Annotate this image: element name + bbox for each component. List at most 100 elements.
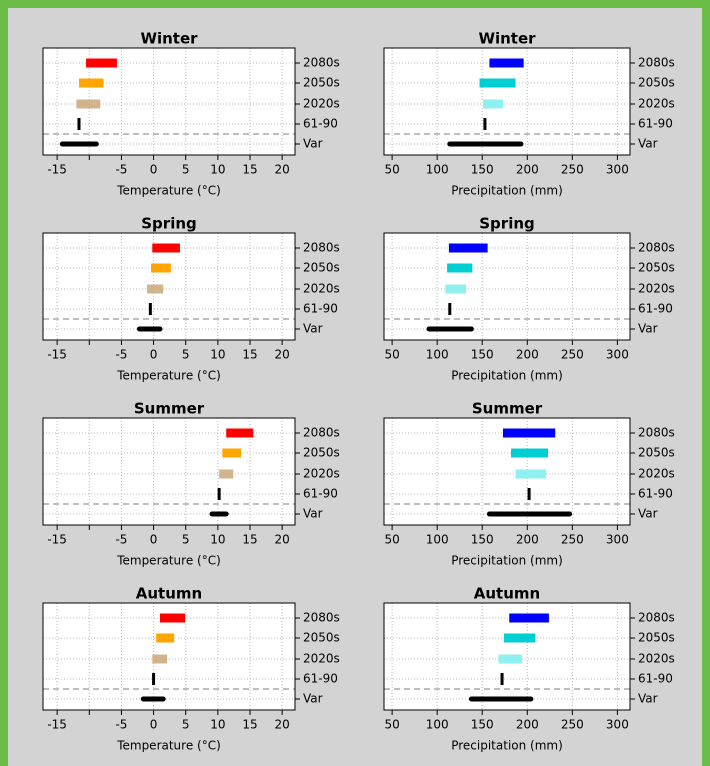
x-tick-label: 10 (210, 163, 225, 177)
category-label: 2020s (638, 652, 675, 666)
x-tick-label: 250 (561, 533, 584, 547)
category-label: 2080s (303, 611, 340, 625)
x-tick-label: -15 (47, 533, 67, 547)
range-bar (152, 654, 168, 664)
range-bar (445, 284, 466, 294)
plot-border (42, 232, 296, 341)
panel-title: Spring (141, 215, 197, 233)
x-tick-label: 150 (471, 348, 494, 362)
x-tick-label: -15 (47, 348, 67, 362)
x-axis-label: Precipitation (mm) (451, 184, 563, 198)
range-bar (226, 428, 254, 438)
x-tick-label: 50 (384, 533, 399, 547)
x-tick-label: -5 (115, 163, 127, 177)
panel-title: Winter (140, 30, 198, 48)
category-label: 2020s (303, 467, 340, 481)
x-tick-label: 250 (561, 348, 584, 362)
x-tick-label: 10 (210, 348, 225, 362)
range-bar (479, 78, 516, 88)
x-axis-label: Precipitation (mm) (451, 739, 563, 753)
x-tick-label: 5 (182, 348, 190, 362)
plot-background (43, 418, 295, 525)
x-tick-label: 20 (275, 718, 290, 732)
category-label: 2020s (638, 97, 675, 111)
panel-title: Summer (472, 400, 543, 418)
x-tick-label: 10 (210, 718, 225, 732)
plot-border (42, 602, 296, 711)
category-label: 2050s (303, 446, 340, 460)
category-label: 2080s (303, 241, 340, 255)
category-label: 61-90 (303, 302, 338, 316)
category-label: Var (303, 137, 323, 151)
range-bar (222, 448, 241, 458)
range-bar (147, 284, 164, 294)
x-axis-label: Precipitation (mm) (451, 369, 563, 383)
x-tick-label: 50 (384, 348, 399, 362)
range-bar (509, 613, 549, 623)
category-label: 2080s (638, 426, 675, 440)
x-tick-label: 15 (242, 163, 257, 177)
x-tick-label: 300 (606, 718, 629, 732)
x-tick-label: 15 (242, 533, 257, 547)
range-bar (76, 99, 101, 109)
category-label: 2050s (303, 631, 340, 645)
range-bar (152, 243, 180, 253)
range-bar (502, 428, 556, 438)
range-bar (160, 613, 186, 623)
x-tick-label: 100 (426, 718, 449, 732)
category-label: 2080s (638, 56, 675, 70)
category-label: Var (303, 322, 323, 336)
category-label: 61-90 (638, 302, 673, 316)
panel-title: Spring (479, 215, 535, 233)
x-tick-label: 100 (426, 533, 449, 547)
x-tick-label: 200 (516, 348, 539, 362)
x-tick-label: -5 (115, 718, 127, 732)
category-label: 61-90 (303, 117, 338, 131)
category-label: 61-90 (638, 487, 673, 501)
x-axis-label: Temperature (°C) (116, 554, 221, 568)
x-tick-label: 300 (606, 533, 629, 547)
category-label: 2050s (638, 76, 675, 90)
x-tick-label: 0 (150, 533, 158, 547)
category-label: 2050s (638, 261, 675, 275)
category-label: Var (303, 507, 323, 521)
x-tick-label: 50 (384, 163, 399, 177)
range-bar (86, 58, 117, 68)
range-bar (447, 263, 473, 273)
x-tick-label: 50 (384, 718, 399, 732)
plot-border (383, 602, 631, 711)
plot-border (383, 47, 631, 156)
plot-border (42, 47, 296, 156)
category-label: 2050s (638, 631, 675, 645)
x-tick-label: 300 (606, 348, 629, 362)
category-label: 2020s (303, 652, 340, 666)
panel-title: Autumn (136, 585, 202, 603)
x-tick-label: 250 (561, 163, 584, 177)
x-tick-label: 250 (561, 718, 584, 732)
plot-border (42, 417, 296, 526)
category-label: 2080s (638, 241, 675, 255)
x-axis-label: Precipitation (mm) (451, 554, 563, 568)
panel-title: Autumn (474, 585, 540, 603)
x-tick-label: 5 (182, 533, 190, 547)
x-tick-label: -15 (47, 718, 67, 732)
x-tick-label: 300 (606, 163, 629, 177)
x-tick-label: 150 (471, 533, 494, 547)
range-bar (483, 99, 503, 109)
x-tick-label: -5 (115, 348, 127, 362)
x-tick-label: 20 (275, 533, 290, 547)
category-label: Var (638, 322, 658, 336)
category-label: Var (638, 692, 658, 706)
x-tick-label: 10 (210, 533, 225, 547)
range-bar (156, 633, 175, 643)
x-tick-label: 200 (516, 533, 539, 547)
plot-background (384, 233, 630, 340)
range-bar (511, 448, 548, 458)
panel-title: Summer (134, 400, 205, 418)
range-bar (489, 58, 524, 68)
x-tick-label: -15 (47, 163, 67, 177)
x-tick-label: -5 (115, 533, 127, 547)
category-label: 2020s (638, 282, 675, 296)
category-label: Var (638, 137, 658, 151)
x-tick-label: 0 (150, 163, 158, 177)
